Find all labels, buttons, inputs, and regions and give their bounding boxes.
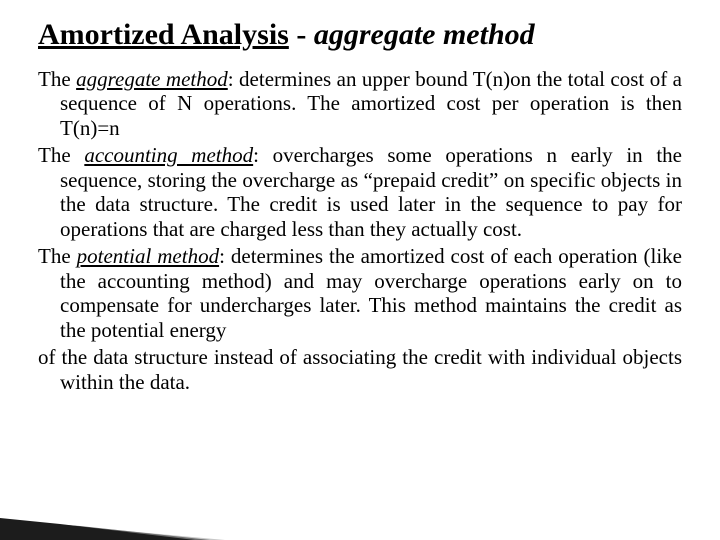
paragraph-potential: The potential method: determines the amo… — [38, 244, 682, 343]
paragraph-continuation: of the data structure instead of associa… — [38, 345, 682, 395]
p4-text: of the data structure instead of associa… — [38, 345, 682, 394]
title-sep: - — [289, 18, 314, 51]
paragraph-accounting: The accounting method: overcharges some … — [38, 143, 682, 242]
title-part1: Amortized Analysis — [38, 18, 289, 51]
p3-method: potential method — [77, 244, 219, 268]
slide: Amortized Analysis - aggregate method Th… — [0, 0, 720, 540]
p1-lead: The — [38, 67, 76, 91]
title-part3: aggregate method — [314, 18, 535, 51]
paragraph-aggregate: The aggregate method: determines an uppe… — [38, 67, 682, 141]
p2-lead: The — [38, 143, 84, 167]
slide-title: Amortized Analysis - aggregate method — [38, 18, 682, 53]
p2-method: accounting method — [84, 143, 253, 167]
slide-body: The aggregate method: determines an uppe… — [38, 67, 682, 395]
p3-lead: The — [38, 244, 77, 268]
p1-method: aggregate method — [76, 67, 228, 91]
corner-accent-icon — [0, 502, 225, 540]
